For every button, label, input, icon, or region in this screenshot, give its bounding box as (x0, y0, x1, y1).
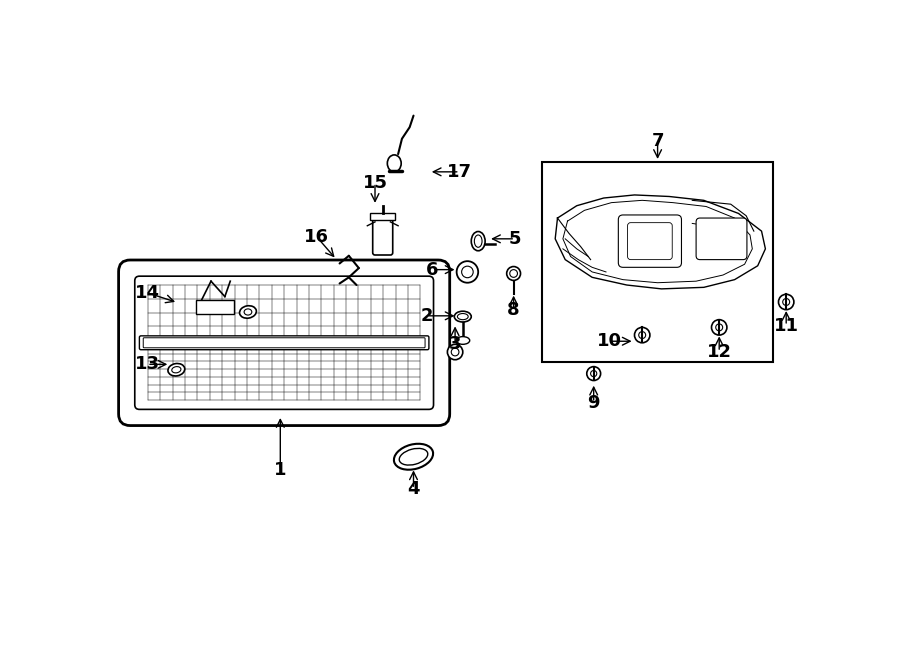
FancyBboxPatch shape (627, 222, 672, 260)
Text: 16: 16 (304, 228, 329, 246)
Ellipse shape (712, 320, 727, 335)
Text: 2: 2 (420, 307, 433, 325)
Ellipse shape (507, 267, 520, 281)
Text: 5: 5 (508, 230, 521, 248)
Text: 9: 9 (588, 394, 600, 412)
Ellipse shape (456, 336, 470, 344)
Text: 13: 13 (135, 355, 159, 373)
Ellipse shape (474, 235, 482, 248)
FancyBboxPatch shape (140, 336, 429, 350)
Ellipse shape (590, 371, 597, 377)
Ellipse shape (639, 332, 645, 338)
Ellipse shape (587, 367, 600, 381)
Ellipse shape (462, 266, 473, 278)
Ellipse shape (400, 448, 428, 465)
Ellipse shape (168, 363, 184, 376)
Ellipse shape (778, 295, 794, 310)
Ellipse shape (244, 309, 252, 315)
Ellipse shape (447, 344, 463, 359)
Bar (371, 213, 395, 220)
Ellipse shape (457, 314, 468, 320)
Ellipse shape (634, 328, 650, 343)
FancyBboxPatch shape (696, 218, 747, 260)
Text: 11: 11 (774, 317, 798, 335)
Text: 6: 6 (426, 261, 438, 279)
Polygon shape (555, 195, 765, 289)
Bar (195, 301, 234, 314)
FancyBboxPatch shape (618, 215, 681, 267)
FancyBboxPatch shape (143, 338, 425, 348)
Ellipse shape (472, 232, 485, 251)
Ellipse shape (387, 155, 401, 172)
FancyBboxPatch shape (373, 216, 392, 255)
Ellipse shape (172, 367, 181, 373)
Text: 8: 8 (508, 301, 520, 320)
Bar (542, 162, 773, 362)
Text: 7: 7 (652, 132, 664, 150)
Ellipse shape (451, 348, 459, 356)
FancyBboxPatch shape (119, 260, 450, 426)
Text: 1: 1 (274, 461, 286, 479)
Text: 12: 12 (706, 343, 732, 361)
Text: 14: 14 (135, 284, 159, 302)
Text: 17: 17 (447, 163, 473, 181)
Text: 3: 3 (449, 336, 462, 354)
Ellipse shape (783, 299, 789, 305)
FancyBboxPatch shape (135, 276, 434, 409)
Ellipse shape (456, 261, 478, 283)
Ellipse shape (394, 444, 433, 470)
Text: 15: 15 (363, 173, 388, 191)
Text: 10: 10 (597, 332, 622, 350)
Ellipse shape (454, 311, 472, 322)
Ellipse shape (716, 324, 723, 331)
Ellipse shape (509, 269, 518, 277)
Text: 4: 4 (408, 480, 419, 498)
Ellipse shape (239, 306, 256, 318)
